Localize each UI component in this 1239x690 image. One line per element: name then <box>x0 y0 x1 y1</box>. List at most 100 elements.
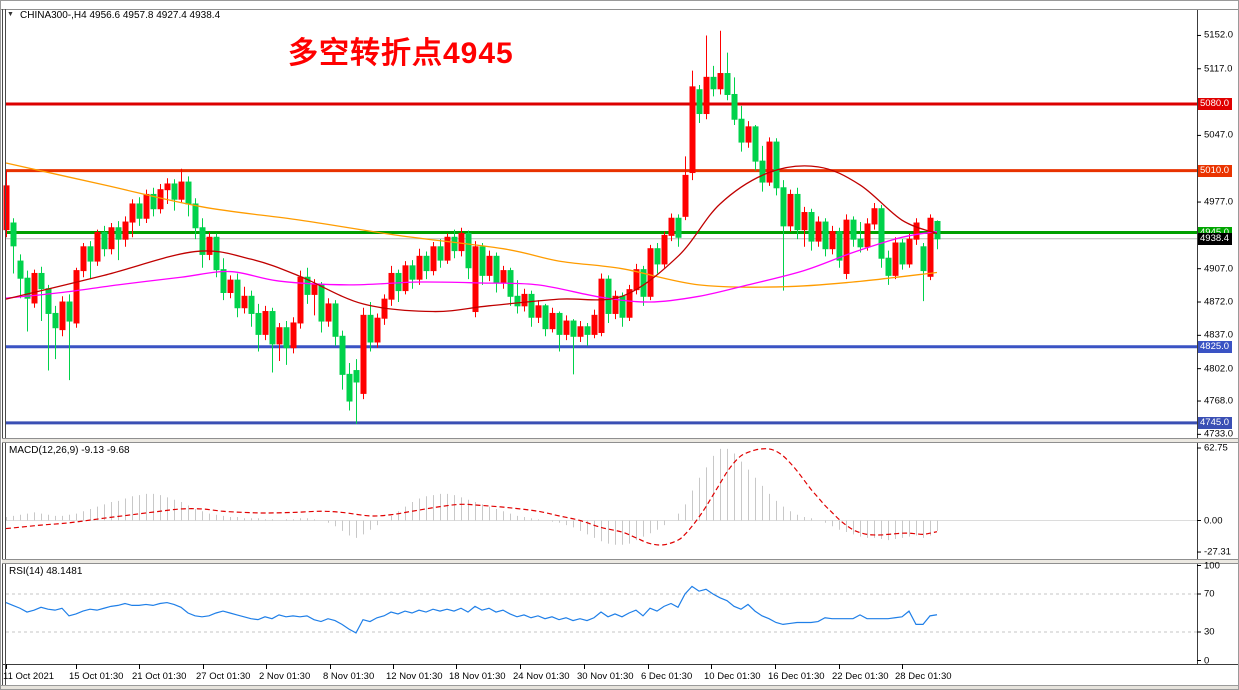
candle-body <box>325 303 332 322</box>
candle-body <box>409 265 416 280</box>
candle-body <box>766 141 773 183</box>
time-axis-label: 21 Oct 01:30 <box>132 671 187 682</box>
candle-body <box>493 255 500 284</box>
candle-body <box>787 193 794 227</box>
rsi-indicator-label: RSI(14) 48.1481 <box>9 566 83 577</box>
candle-body <box>920 246 927 272</box>
time-axis-label: 18 Nov 01:30 <box>449 671 506 682</box>
candle-body <box>857 238 864 248</box>
candle-body <box>192 203 199 229</box>
symbol-ohlc-title: CHINA300-,H4 4956.6 4957.8 4927.4 4938.4 <box>20 10 221 21</box>
pane-left-border-line <box>5 9 6 686</box>
candle-body <box>213 236 220 271</box>
candle-body <box>759 160 766 183</box>
candle-body <box>290 322 297 349</box>
chart-dropdown-icon[interactable]: ▼ <box>7 11 14 18</box>
candle-body <box>157 189 164 210</box>
time-axis-label: 12 Nov 01:30 <box>386 671 443 682</box>
candle-body <box>577 326 584 337</box>
candle-body <box>80 246 87 272</box>
candle-body <box>465 232 472 269</box>
candle-body <box>668 217 675 236</box>
candle-body <box>367 314 374 343</box>
candle-body <box>143 193 150 219</box>
candle-body <box>479 246 486 276</box>
candle-body <box>864 223 871 248</box>
candle-body <box>150 193 157 210</box>
price-line-label: 4745.0 <box>1198 416 1233 429</box>
candle-body <box>297 276 304 324</box>
candle-body <box>773 141 780 189</box>
time-axis-label: 8 Nov 01:30 <box>323 671 375 682</box>
candle-body <box>262 311 269 335</box>
candle-body <box>822 221 829 250</box>
candle-body <box>164 183 171 191</box>
candle-body <box>227 279 234 293</box>
candle-body <box>283 327 290 349</box>
candle-body <box>654 248 661 265</box>
candle-body <box>430 246 437 272</box>
candle-body <box>136 203 143 219</box>
price-macd-splitter[interactable] <box>2 438 1238 443</box>
candle-body <box>248 295 255 314</box>
candle-body <box>52 312 59 329</box>
candle-body <box>304 276 311 295</box>
candle-body <box>241 295 248 309</box>
macd-tick-label: 0.00 <box>1204 515 1223 526</box>
candle-body <box>521 293 528 307</box>
candle-body <box>626 289 633 318</box>
candle-body <box>24 277 31 299</box>
candle-body <box>220 269 227 293</box>
candle-body <box>31 272 38 304</box>
candle-body <box>605 278 612 314</box>
candle-body <box>906 238 913 265</box>
price-tick-label: 5152.0 <box>1204 29 1234 41</box>
current-price-label: 4938.4 <box>1198 232 1233 245</box>
candle-body <box>129 203 136 223</box>
candle-body <box>542 305 549 330</box>
bottom-strip <box>1 685 1238 689</box>
time-axis-label: 30 Nov 01:30 <box>577 671 634 682</box>
time-axis-label: 27 Oct 01:30 <box>196 671 251 682</box>
candle-body <box>395 272 402 292</box>
candle-body <box>738 118 745 143</box>
candle-body <box>458 232 465 252</box>
candle-body <box>101 232 108 250</box>
candle-body <box>689 86 696 174</box>
candle-body <box>38 272 45 290</box>
candle-body <box>549 312 556 330</box>
candle-body <box>234 279 241 309</box>
candle-body <box>598 278 605 333</box>
candle-body <box>724 73 731 95</box>
candle-body <box>94 232 101 262</box>
time-axis-label: 22 Dec 01:30 <box>832 671 889 682</box>
candle-body <box>45 288 52 314</box>
candle-body <box>402 265 409 292</box>
candle-body <box>731 93 738 120</box>
candle-body <box>73 270 80 324</box>
rsi-tick-label: 100 <box>1204 560 1220 571</box>
candle-body <box>892 242 899 276</box>
candle-body <box>206 236 213 255</box>
price-tick-label: 4768.0 <box>1204 395 1234 407</box>
candle-body <box>815 221 822 242</box>
candle-body <box>171 183 178 200</box>
rsi-tick-label: 70 <box>1204 588 1215 600</box>
candle-body <box>801 212 808 231</box>
price-line-label: 5080.0 <box>1198 98 1233 110</box>
candle-body <box>934 220 941 240</box>
candle-body <box>276 327 283 345</box>
candle-body <box>87 246 94 262</box>
candle-body <box>927 217 934 277</box>
macd-rsi-splitter[interactable] <box>2 559 1238 564</box>
rsi-tick-label: 0 <box>1204 655 1210 666</box>
candle-body <box>444 236 451 261</box>
rsi-tick-label: 30 <box>1204 626 1215 638</box>
macd-tick-label: -27.31 <box>1204 546 1231 558</box>
candle-body <box>269 311 276 345</box>
macd-tick-label: 62.75 <box>1204 442 1228 454</box>
candle-body <box>115 227 122 240</box>
candle-body <box>451 236 458 252</box>
candle-body <box>346 373 353 402</box>
